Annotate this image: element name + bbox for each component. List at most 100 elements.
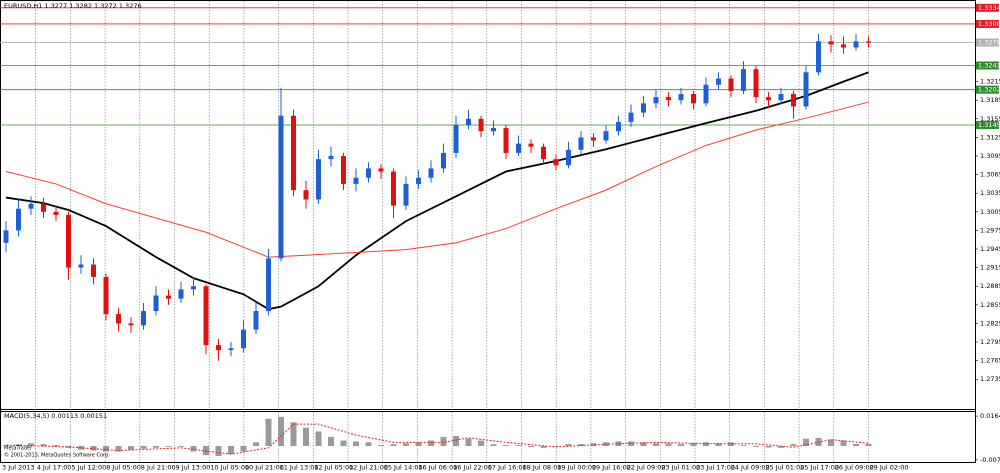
candle-body [391, 171, 396, 206]
x-tick-label: 25 Jul 17:00 [800, 464, 839, 472]
x-tick-label: 19 Jul 16:00 [592, 464, 631, 472]
candle-body [403, 183, 409, 206]
candle-body [716, 78, 721, 85]
macd-bar [415, 442, 422, 446]
macd-bar [378, 445, 384, 446]
candle-body [78, 264, 84, 268]
candle-body [503, 128, 509, 153]
plot-frame [0, 0, 976, 463]
macd-bar [240, 446, 247, 452]
candle-body [378, 168, 384, 172]
macd-bar [315, 431, 322, 446]
footer: MetaTrader [4, 446, 33, 452]
candle-body [41, 203, 46, 212]
y-tick-label: 1.2825 [980, 319, 1000, 327]
candle-body [291, 115, 296, 191]
x-tick-label: 9 Jul 13:00 [176, 464, 211, 472]
candle-body [203, 286, 209, 346]
macd-bar [715, 443, 722, 446]
candle-body [828, 41, 834, 45]
candle-body [191, 286, 196, 290]
candle-body [216, 345, 221, 351]
macd-bar [465, 438, 472, 446]
x-tick-label: 25 Jul 01:00 [765, 464, 804, 472]
x-tick-label: 5 Jul 12:00 [71, 464, 106, 472]
x-tick-label: 8 Jul 21:00 [141, 464, 176, 472]
y-tick-label: 1.3065 [980, 171, 1000, 179]
macd-bar [253, 442, 259, 446]
macd-bar [165, 446, 172, 447]
candle-body [428, 168, 434, 178]
candle-body [666, 97, 671, 101]
x-tick-label: 8 Jul 05:00 [106, 464, 141, 472]
candle-body [728, 78, 734, 91]
x-tick-label: 16 Jul 06:00 [418, 464, 457, 472]
macd-bar [440, 436, 447, 446]
y-tick-label: 0.01643 [980, 412, 1000, 420]
x-tick-label: 23 Jul 01:00 [661, 464, 700, 472]
x-tick-label: 12 Jul 21:00 [349, 464, 388, 472]
macd-bar [353, 441, 359, 446]
macd-bar [28, 443, 34, 446]
y-tick-label: 1.2975 [980, 226, 1000, 234]
macd-signal [5, 423, 869, 455]
candle-body [441, 152, 446, 169]
candle-body [103, 276, 109, 315]
y-tick-label: 1.2855 [980, 301, 1000, 309]
y-tick-label: 1.3215 [980, 78, 1000, 86]
macd-bar [690, 443, 697, 446]
candle-body [353, 177, 359, 184]
candle-body [178, 289, 184, 299]
macd-bar [665, 443, 672, 446]
candle-body [91, 264, 96, 277]
macd-label: MACD(5,34,5) 0.00113 0.00151 [4, 412, 107, 420]
candle-body [553, 159, 559, 166]
x-tick-label: 4 Jul 17:00 [37, 464, 72, 472]
macd-bar [803, 438, 809, 446]
candle-body [678, 94, 684, 101]
macd-bar [140, 446, 147, 449]
macd-bar [328, 436, 334, 446]
candle-body [141, 311, 146, 326]
macd-bar [778, 446, 784, 448]
macd-bar [703, 442, 709, 446]
candle-body [3, 230, 9, 243]
macd-bar [153, 446, 159, 448]
candle-body [578, 137, 584, 150]
level-tag [976, 38, 999, 47]
level-tag [976, 3, 999, 12]
level-label: 1.3145 [978, 121, 1000, 129]
candle-body [566, 149, 571, 166]
candle-body [341, 156, 346, 184]
candle-body [841, 44, 846, 48]
x-tick-label: 22 Jul 09:00 [627, 464, 666, 472]
x-tick-label: 15 Jul 14:00 [384, 464, 423, 472]
candle-body [766, 97, 771, 101]
candle-body [366, 168, 371, 178]
macd-bar [515, 445, 522, 446]
macd-bar [453, 436, 459, 446]
macd-bar [290, 422, 297, 446]
candle-body [153, 295, 159, 312]
macd-bar [103, 446, 109, 452]
candle-body [228, 348, 234, 351]
macd-bar [228, 446, 234, 455]
y-tick-label: 1.3185 [980, 96, 1000, 104]
candle-body [491, 128, 496, 132]
candle-body [253, 311, 259, 330]
level-label: 1.3308 [978, 20, 1000, 28]
candle-body [478, 118, 484, 132]
x-tick-label: 11 Jul 13:00 [280, 464, 319, 472]
macd-bar [640, 442, 647, 446]
macd-bar [478, 440, 484, 446]
candle-body [416, 177, 421, 184]
candle-body [866, 41, 871, 43]
candle-body [328, 156, 334, 160]
candle-body [28, 203, 34, 209]
macd-bar [528, 446, 534, 447]
macd-bar [753, 446, 759, 447]
candle-body [791, 94, 796, 107]
grid [35, 1, 978, 462]
y-tick-label: 1.3005 [980, 208, 1000, 216]
candle-body [753, 69, 759, 98]
